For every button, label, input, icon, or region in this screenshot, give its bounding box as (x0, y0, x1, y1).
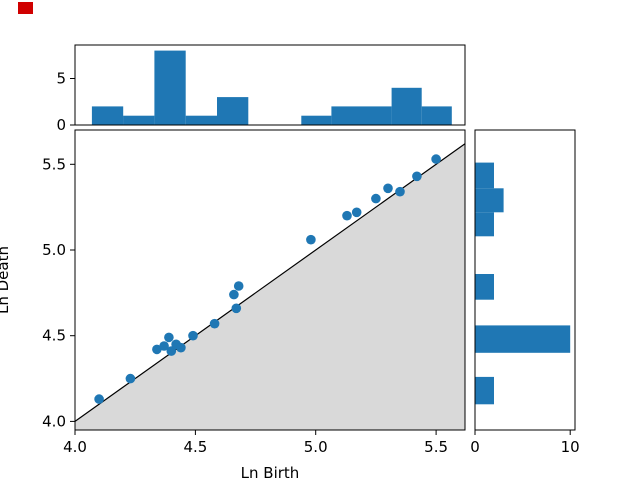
red-marker (18, 2, 33, 14)
scatter-point (188, 330, 198, 341)
scatter-point (233, 281, 244, 291)
tick-label: 4.0 (63, 438, 87, 456)
scatter-point (166, 346, 177, 356)
right-hist-bar (475, 325, 571, 353)
scatter-point (94, 394, 104, 404)
below-identity-shade (75, 143, 465, 430)
scatter-point (164, 332, 174, 343)
top-hist-bar (123, 115, 155, 125)
tick-label: 5.5 (424, 438, 448, 456)
top-hist-bar (391, 87, 422, 125)
top-hist-bar (301, 115, 332, 125)
tick-label: 5.0 (304, 438, 328, 456)
scatter-point (229, 289, 239, 300)
right-hist-bar (475, 162, 494, 189)
scatter-point (371, 193, 381, 204)
scatter-point (176, 342, 186, 353)
scatter-point (209, 318, 220, 329)
right-hist-bar (475, 376, 494, 405)
tick-label: 5.5 (42, 155, 66, 173)
main-axes-spine (74, 129, 466, 431)
scatter-point (159, 341, 169, 351)
top-hist-bar (91, 106, 124, 125)
tick-label: 0 (470, 438, 480, 456)
tick-label: 5.0 (42, 241, 66, 259)
top-hist-bar (331, 106, 362, 125)
tick-label: 5 (56, 70, 66, 88)
x-axis-label: Ln Birth (241, 464, 300, 480)
scatter-point (412, 171, 422, 182)
tick-label: 10 (561, 438, 580, 456)
top-hist-axes-spine (74, 44, 466, 126)
scatter-point (306, 234, 316, 245)
tick-label: 4.0 (42, 412, 66, 430)
plot-generated-layer: 4.0 4.5 5.0 5.5 4.0 4.5 5.0 5.5 0 5 0 10 (42, 44, 580, 456)
right-hist-bar (475, 188, 504, 213)
tick-label: 4.5 (183, 438, 207, 456)
y-axis-label: Ln Death (0, 246, 12, 314)
scatter-point (125, 373, 136, 384)
top-hist-bar (217, 97, 249, 125)
right-hist-bar (475, 212, 494, 237)
top-hist-bar (361, 106, 392, 125)
scatter-point (152, 344, 162, 355)
tick-label: 0 (56, 116, 66, 134)
scatter-point (395, 186, 405, 197)
right-hist-bar (475, 274, 494, 300)
scatter-point (342, 210, 352, 221)
top-hist-bar (154, 50, 186, 125)
tick-label: 4.5 (42, 327, 66, 345)
top-hist-bar (421, 106, 452, 125)
scatter-point (431, 154, 441, 164)
scatter-point (383, 183, 393, 194)
top-hist-bar (185, 115, 217, 125)
right-hist-axes-spine (474, 129, 576, 431)
scatter-point (231, 303, 242, 314)
scatter-point (351, 207, 362, 218)
